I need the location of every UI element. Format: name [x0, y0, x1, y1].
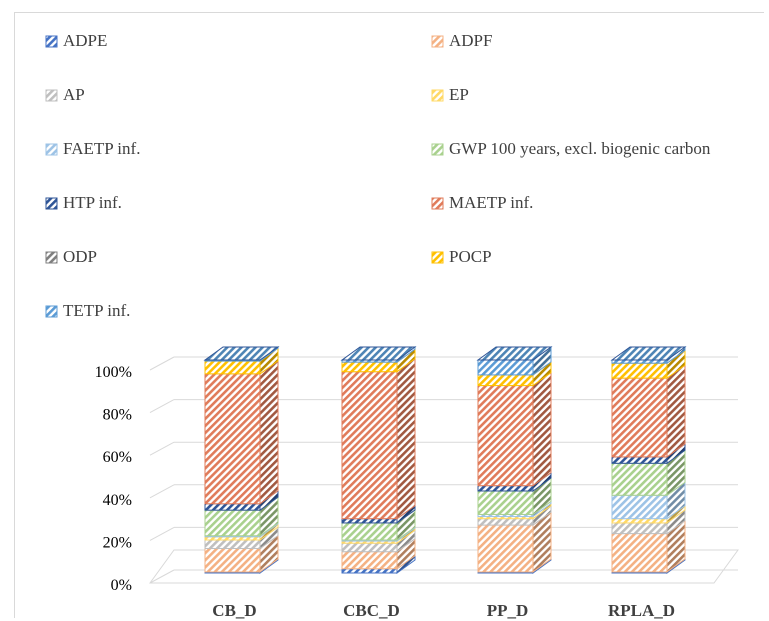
y-tick-label: 40% [103, 492, 132, 509]
legend-item-ap: AP [45, 85, 85, 104]
legend-item-maetp-inf: MAETP inf. [431, 193, 533, 212]
bar-segment-maetp-inf [204, 373, 261, 505]
bar-top-cbc-d [340, 346, 417, 361]
bar-segment-htp-inf [204, 503, 261, 511]
legend-item-ep: EP [431, 85, 469, 104]
bar-segment-side-maetp-inf [259, 359, 279, 505]
legend-item-tetp-inf: TETP inf. [45, 301, 130, 320]
bar-segment-ep [611, 518, 668, 524]
legend-swatch [45, 143, 58, 156]
gridline-side [149, 484, 175, 499]
bar-segment-ap [477, 518, 534, 526]
bar-segment-pocp [204, 360, 261, 375]
bar-stack-pp-d [476, 346, 553, 574]
bar-segment-gwp-100-years-excl-biogenic-carbon [611, 462, 668, 496]
gridline-side [149, 569, 175, 584]
legend-label: MAETP inf. [449, 193, 533, 212]
bar-segment-ap [204, 539, 261, 550]
bar-segment-htp-inf [611, 456, 668, 464]
bar-segment-adpf [341, 551, 398, 570]
bar-top-pp-d [476, 346, 553, 361]
legend-label: HTP inf. [63, 193, 122, 212]
legend-label: POCP [449, 247, 492, 266]
gridline-side [149, 526, 175, 541]
legend: ADPE ADPF AP EP FAETP inf. GWP 100 years, exc… [45, 31, 711, 320]
bar-segment-pocp [341, 361, 398, 373]
legend-item-adpe: ADPE [45, 31, 107, 50]
bar-segment-pocp [477, 374, 534, 387]
legend-item-faetp-inf: FAETP inf. [45, 139, 140, 158]
legend-item-adpf: ADPF [431, 31, 492, 50]
legend-label: EP [449, 85, 469, 104]
legend-swatch [431, 197, 444, 210]
bar-stack-rpla-d [610, 346, 687, 574]
x-tick-label: CBC_D [343, 601, 400, 620]
bar-segment-side-maetp-inf [532, 371, 552, 487]
bar-segment-maetp-inf [611, 377, 668, 458]
bar-segment-htp-inf [477, 485, 534, 492]
legend-swatch [431, 35, 444, 48]
legend-swatch [45, 89, 58, 102]
bar-segment-side-maetp-inf [666, 364, 686, 458]
x-tick-label: RPLA_D [608, 601, 675, 620]
bar-segment-maetp-inf [341, 371, 398, 520]
legend-label: TETP inf. [63, 301, 130, 320]
bar-segment-faetp-inf [611, 494, 668, 520]
bar-segment-adpe [341, 568, 398, 574]
bar-stack-cbc-d [340, 346, 417, 574]
bar-segment-adpf [204, 548, 261, 573]
legend-label: AP [63, 85, 85, 104]
floor-plane [149, 549, 739, 584]
y-tick-label: 100% [95, 364, 132, 381]
legend-swatch [45, 305, 58, 318]
bar-segment-gwp-100-years-excl-biogenic-carbon [477, 490, 534, 515]
chart-frame [14, 12, 764, 618]
bar-segment-adpf [477, 524, 534, 573]
y-tick-label: 0% [111, 577, 132, 594]
legend-label: ADPF [449, 31, 492, 50]
bar-segment-ap [611, 522, 668, 535]
gridline-side [149, 356, 175, 371]
legend-swatch [431, 89, 444, 102]
legend-item-pocp: POCP [431, 247, 492, 266]
bars [203, 346, 687, 574]
bar-top-rpla-d [610, 346, 687, 361]
legend-item-htp-inf: HTP inf. [45, 193, 122, 212]
gridline-side [149, 399, 175, 414]
axes: 0% 20% 40% 60% 80% 100% CB_D CBC_D PP_D RPLA_D [95, 364, 675, 620]
bar-top-cb-d [203, 346, 280, 361]
legend-label: GWP 100 years, excl. biogenic carbon [449, 139, 711, 158]
x-tick-label: PP_D [487, 601, 529, 620]
legend-label: ODP [63, 247, 97, 266]
chart-floor [149, 549, 739, 584]
legend-label: FAETP inf. [63, 139, 140, 158]
bar-segment-htp-inf [341, 518, 398, 524]
bar-segment-side-maetp-inf [396, 357, 416, 520]
bar-segment-adpf [611, 533, 668, 573]
bar-segment-maetp-inf [477, 385, 534, 487]
bar-segment-gwp-100-years-excl-biogenic-carbon [204, 509, 261, 537]
bar-stack-cb-d [203, 346, 280, 574]
legend-item-odp: ODP [45, 247, 97, 266]
y-tick-label: 60% [103, 449, 132, 466]
legend-swatch [45, 35, 58, 48]
legend-swatch [431, 143, 444, 156]
bar-segment-pocp [611, 362, 668, 379]
legend-swatch [45, 251, 58, 264]
gridline-side [149, 441, 175, 456]
bar-segment-tetp-inf [477, 359, 534, 376]
x-tick-label: CB_D [212, 601, 256, 620]
y-tick-label: 80% [103, 407, 132, 424]
bar-segment-gwp-100-years-excl-biogenic-carbon [341, 522, 398, 541]
legend-swatch [431, 251, 444, 264]
bar-segment-ap [341, 542, 398, 553]
y-tick-label: 20% [103, 534, 132, 551]
legend-label: ADPE [63, 31, 107, 50]
legend-swatch [45, 197, 58, 210]
legend-item-gwp-100-years-excl-biogenic-carbon: GWP 100 years, excl. biogenic carbon [431, 139, 711, 158]
